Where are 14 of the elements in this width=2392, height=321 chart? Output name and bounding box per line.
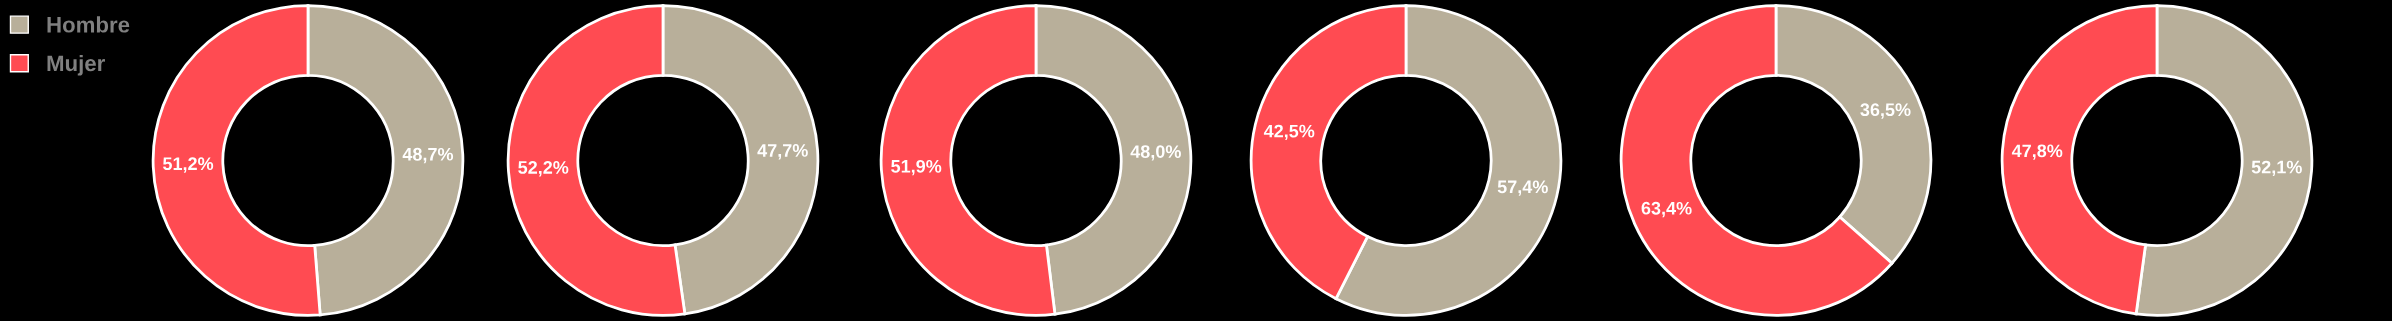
legend-label: Mujer [47,54,105,76]
legend-label: Hombre [47,16,130,33]
data-label: 48,7% [402,147,454,164]
data-label: 51,9% [891,159,942,176]
data-label: 47,8% [2011,144,2063,160]
data-label: 48,0% [1130,145,1181,161]
data-label: 52,1% [2251,160,2302,177]
data-label: 36,5% [1860,103,1911,119]
data-label: 52,2% [518,161,569,177]
data-label: 57,4% [1497,180,1548,196]
data-label: 42,5% [1263,124,1315,141]
data-label: 63,4% [1641,201,1692,218]
data-label: 51,2% [163,157,214,173]
data-label: 47,7% [757,144,808,160]
